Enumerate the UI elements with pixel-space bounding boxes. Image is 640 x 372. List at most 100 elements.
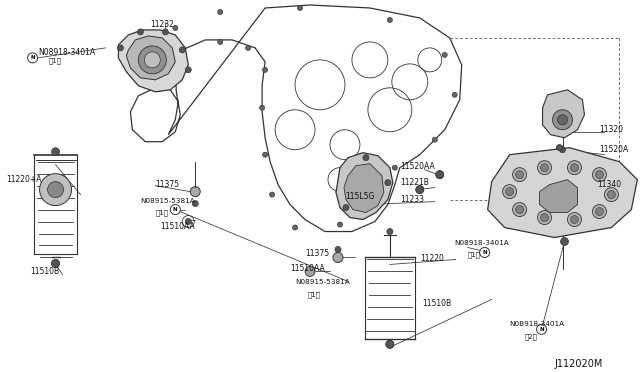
Text: N: N — [173, 207, 178, 212]
Text: N08915-5381A: N08915-5381A — [140, 198, 195, 203]
Text: （1）: （1） — [468, 251, 481, 258]
Circle shape — [386, 340, 394, 348]
Text: 11510AA: 11510AA — [161, 222, 195, 231]
Circle shape — [337, 222, 342, 227]
Text: 11232: 11232 — [150, 20, 174, 29]
Circle shape — [170, 205, 180, 215]
Polygon shape — [126, 36, 175, 80]
Text: N08915-5381A: N08915-5381A — [295, 279, 350, 285]
Circle shape — [117, 45, 124, 51]
Circle shape — [138, 46, 166, 74]
Circle shape — [416, 186, 424, 193]
Circle shape — [452, 92, 457, 97]
Circle shape — [513, 203, 527, 217]
Text: 11340: 11340 — [597, 180, 621, 189]
Circle shape — [557, 145, 563, 151]
Circle shape — [387, 228, 393, 234]
Circle shape — [298, 6, 303, 10]
Circle shape — [392, 165, 397, 170]
Circle shape — [385, 180, 391, 186]
Circle shape — [568, 161, 582, 174]
Text: 11220+A: 11220+A — [6, 174, 42, 184]
Text: N: N — [540, 327, 544, 332]
Polygon shape — [543, 90, 584, 138]
Polygon shape — [488, 148, 637, 237]
Text: 11220: 11220 — [420, 254, 444, 263]
Polygon shape — [540, 180, 577, 212]
Circle shape — [218, 39, 223, 44]
Text: 11375: 11375 — [305, 250, 329, 259]
Circle shape — [28, 53, 38, 63]
Circle shape — [138, 29, 143, 35]
Circle shape — [218, 9, 223, 15]
Circle shape — [176, 55, 180, 60]
Circle shape — [363, 155, 369, 161]
Text: 11375: 11375 — [156, 180, 179, 189]
Polygon shape — [344, 164, 384, 212]
Circle shape — [185, 219, 191, 225]
Circle shape — [570, 164, 579, 171]
Circle shape — [173, 25, 178, 31]
Polygon shape — [336, 153, 393, 219]
Circle shape — [593, 168, 607, 182]
Circle shape — [343, 205, 349, 211]
Text: J112020M: J112020M — [554, 359, 603, 369]
Circle shape — [47, 182, 63, 198]
Circle shape — [190, 187, 200, 196]
Circle shape — [442, 52, 447, 57]
Text: 11520AA: 11520AA — [400, 162, 435, 171]
Circle shape — [305, 266, 315, 276]
Text: 11510B: 11510B — [422, 299, 451, 308]
Circle shape — [559, 147, 566, 153]
Circle shape — [269, 192, 275, 197]
Circle shape — [604, 187, 618, 202]
Circle shape — [335, 247, 341, 253]
Circle shape — [145, 52, 161, 68]
Text: 11233: 11233 — [400, 195, 424, 203]
Circle shape — [52, 259, 60, 267]
Circle shape — [561, 237, 568, 246]
Text: 11520A: 11520A — [600, 145, 628, 154]
Circle shape — [538, 211, 552, 225]
Text: N08918-3401A: N08918-3401A — [455, 240, 509, 246]
Circle shape — [292, 225, 298, 230]
Circle shape — [387, 17, 392, 22]
Text: 11221B: 11221B — [400, 178, 429, 187]
Circle shape — [163, 29, 168, 35]
Circle shape — [506, 187, 514, 196]
Circle shape — [185, 67, 191, 73]
Circle shape — [541, 214, 548, 222]
Text: （1）: （1） — [156, 209, 168, 216]
Text: 11320: 11320 — [600, 125, 623, 134]
Circle shape — [541, 164, 548, 171]
Circle shape — [262, 152, 268, 157]
Text: N0B918-3401A: N0B918-3401A — [509, 321, 564, 327]
Circle shape — [538, 161, 552, 174]
Circle shape — [246, 45, 251, 50]
Text: 11510AA: 11510AA — [290, 264, 325, 273]
Circle shape — [513, 168, 527, 182]
Circle shape — [260, 105, 264, 110]
Circle shape — [593, 205, 607, 219]
Text: 115L5G: 115L5G — [345, 192, 374, 201]
Circle shape — [595, 208, 604, 215]
Circle shape — [502, 185, 516, 199]
Circle shape — [516, 171, 524, 179]
Text: N: N — [483, 250, 487, 255]
Circle shape — [516, 206, 524, 214]
Circle shape — [333, 253, 343, 263]
Circle shape — [479, 247, 490, 257]
Text: （1）: （1） — [49, 58, 61, 64]
Circle shape — [595, 171, 604, 179]
Circle shape — [40, 174, 72, 206]
Circle shape — [570, 215, 579, 224]
Circle shape — [536, 324, 547, 334]
Circle shape — [52, 148, 60, 155]
Text: N08918-3401A: N08918-3401A — [38, 48, 96, 57]
Polygon shape — [118, 30, 188, 92]
Circle shape — [432, 137, 437, 142]
Circle shape — [436, 171, 444, 179]
Circle shape — [557, 115, 568, 125]
Circle shape — [568, 212, 582, 227]
Circle shape — [179, 47, 185, 53]
